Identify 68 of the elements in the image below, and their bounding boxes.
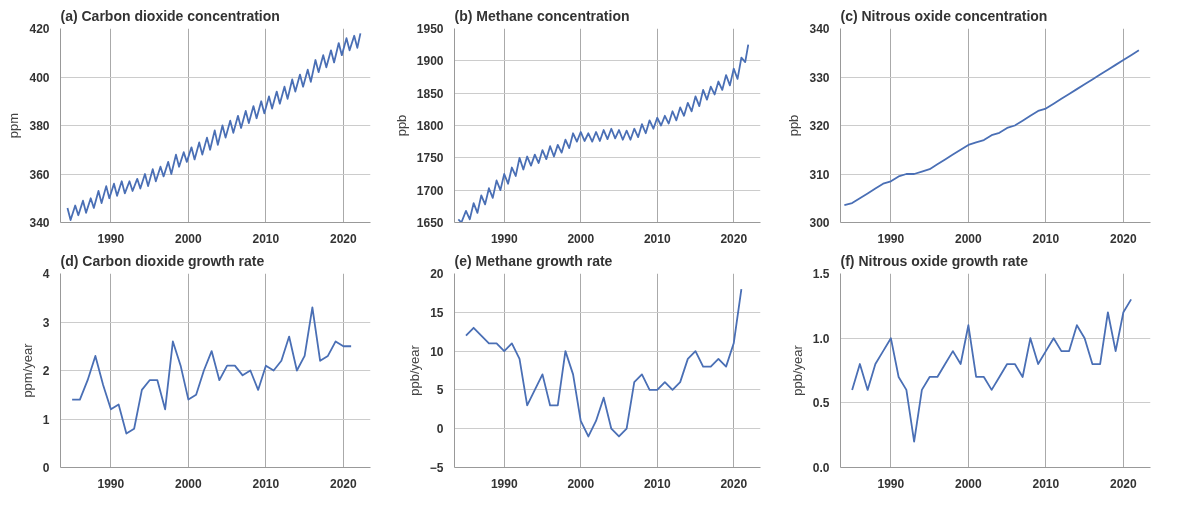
y-tick-label: 2 — [42, 364, 50, 378]
y-tick-label: 1850 — [416, 86, 444, 101]
chart-title: (f) Nitrous oxide growth rate — [840, 252, 1029, 269]
y-tick-label: 20 — [430, 267, 444, 281]
x-tick-label: 2020 — [330, 476, 358, 491]
y-tick-label: 1700 — [416, 183, 444, 198]
y-axis-title: ppb — [786, 114, 802, 137]
y-tick-label: 1.5 — [812, 267, 830, 281]
y-tick-label: 5 — [436, 383, 444, 398]
y-tick-label: 330 — [809, 70, 830, 85]
y-tick-label: 320 — [809, 119, 830, 133]
x-tick-label: 1990 — [97, 231, 125, 246]
y-tick-label: 340 — [29, 216, 50, 230]
y-tick-label: 420 — [29, 22, 50, 36]
x-tick-label: 1990 — [97, 476, 125, 491]
x-tick-label: 2020 — [1110, 231, 1138, 246]
x-tick-label: 2010 — [252, 476, 280, 491]
x-tick-label: 1990 — [490, 476, 518, 491]
x-tick-label: 2000 — [175, 476, 203, 491]
y-axis-title: ppm/year — [19, 342, 35, 398]
y-tick-label: 1800 — [416, 119, 444, 133]
x-tick-label: 2010 — [643, 476, 671, 491]
y-tick-label: 300 — [809, 216, 830, 230]
y-tick-label: 3 — [42, 315, 50, 330]
x-tick-label: 2020 — [1110, 476, 1138, 491]
y-tick-label: 1.0 — [812, 331, 830, 346]
y-tick-label: 4 — [42, 267, 50, 281]
y-axis-title: ppm — [6, 112, 22, 139]
y-axis-title: ppb/year — [789, 344, 805, 396]
y-tick-label: 1750 — [416, 151, 444, 166]
y-tick-label: 0.0 — [812, 461, 830, 475]
x-tick-label: 2020 — [720, 231, 748, 246]
x-tick-label: 2020 — [330, 231, 358, 246]
y-tick-label: 1650 — [416, 216, 444, 230]
y-tick-label: 10 — [430, 344, 444, 359]
x-tick-label: 2020 — [720, 476, 748, 491]
x-tick-label: 2000 — [567, 231, 595, 246]
y-axis-title: ppb/year — [406, 344, 422, 396]
y-tick-label: 0.5 — [812, 396, 830, 411]
y-tick-label: 1900 — [416, 54, 444, 69]
y-tick-label: 15 — [430, 305, 444, 320]
x-tick-label: 2000 — [175, 231, 203, 246]
x-tick-label: 2010 — [1032, 231, 1060, 246]
y-tick-label: 360 — [29, 167, 50, 182]
y-tick-label: 310 — [809, 167, 830, 182]
y-tick-label: 1950 — [416, 22, 444, 36]
x-tick-label: 2000 — [567, 476, 595, 491]
x-tick-label: 2010 — [252, 231, 280, 246]
chart-title: (b) Methane concentration — [454, 7, 630, 24]
x-tick-label: 1990 — [877, 231, 905, 246]
y-axis-title: ppb — [393, 114, 409, 137]
chart-title: (a) Carbon dioxide concentration — [60, 7, 280, 24]
x-tick-label: 1990 — [877, 476, 905, 491]
y-tick-label: 400 — [29, 70, 50, 85]
y-tick-label: 1 — [42, 412, 50, 427]
x-tick-label: 2010 — [643, 231, 671, 246]
x-tick-label: 2000 — [955, 476, 983, 491]
y-tick-label: −5 — [429, 461, 444, 475]
x-tick-label: 1990 — [490, 231, 518, 246]
chart-title: (d) Carbon dioxide growth rate — [60, 252, 265, 269]
x-tick-label: 2000 — [955, 231, 983, 246]
y-tick-label: 0 — [436, 422, 444, 437]
chart-title: (e) Methane growth rate — [454, 252, 613, 269]
x-tick-label: 2010 — [1032, 476, 1060, 491]
y-tick-label: 380 — [29, 119, 50, 133]
y-tick-label: 0 — [42, 461, 50, 475]
y-tick-label: 340 — [809, 22, 830, 36]
chart-title: (c) Nitrous oxide concentration — [840, 7, 1048, 24]
